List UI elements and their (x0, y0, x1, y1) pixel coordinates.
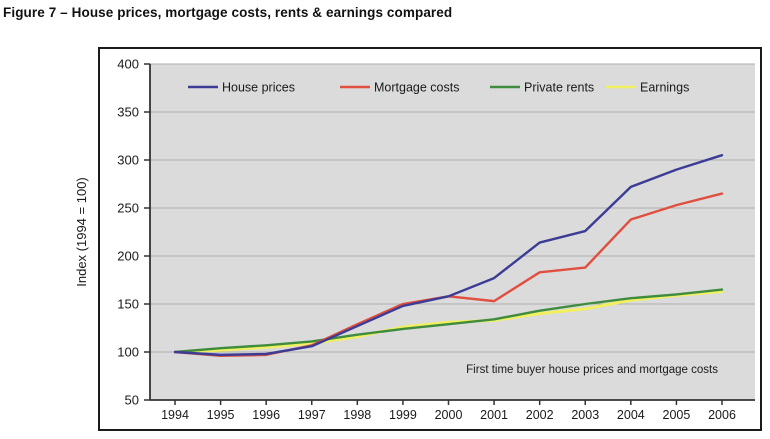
x-tick-label: 2000 (435, 408, 463, 422)
x-tick-label: 2003 (571, 408, 599, 422)
y-tick-label: 50 (125, 393, 139, 408)
x-tick-label: 2002 (526, 408, 554, 422)
legend-label-private-rents: Private rents (524, 81, 594, 95)
legend-label-earnings: Earnings (640, 81, 689, 95)
plot-area (150, 64, 755, 400)
y-tick-label: 300 (117, 153, 139, 168)
y-tick-label: 350 (117, 105, 139, 120)
series-line-house-prices (173, 153, 724, 357)
x-tick-label: 1995 (207, 408, 235, 422)
legend-label-mortgage-costs: Mortgage costs (374, 81, 459, 95)
y-tick-label: 100 (117, 345, 139, 360)
x-tick-label: 1999 (389, 408, 417, 422)
x-tick-label: 2006 (708, 408, 736, 422)
y-tick-label: 250 (117, 201, 139, 216)
x-tick-label: 2001 (480, 408, 508, 422)
y-tick-label: 200 (117, 249, 139, 264)
y-axis-label: Index (1994 = 100) (74, 177, 89, 287)
x-tick-label: 2005 (663, 408, 691, 422)
x-tick-label: 1996 (252, 408, 280, 422)
plot-annotation: First time buyer house prices and mortga… (466, 364, 718, 376)
y-tick-label: 150 (117, 297, 139, 312)
x-tick-label: 1998 (343, 408, 371, 422)
y-tick-label: 400 (117, 57, 139, 72)
series-line-earnings (173, 290, 724, 354)
figure-title: Figure 7 – House prices, mortgage costs,… (3, 5, 453, 20)
legend-label-house-prices: House prices (222, 81, 295, 95)
x-tick-label: 2004 (617, 408, 645, 422)
series-line-private-rents (173, 288, 724, 354)
x-tick-label: 1997 (298, 408, 326, 422)
x-tick-label: 1994 (161, 408, 189, 422)
